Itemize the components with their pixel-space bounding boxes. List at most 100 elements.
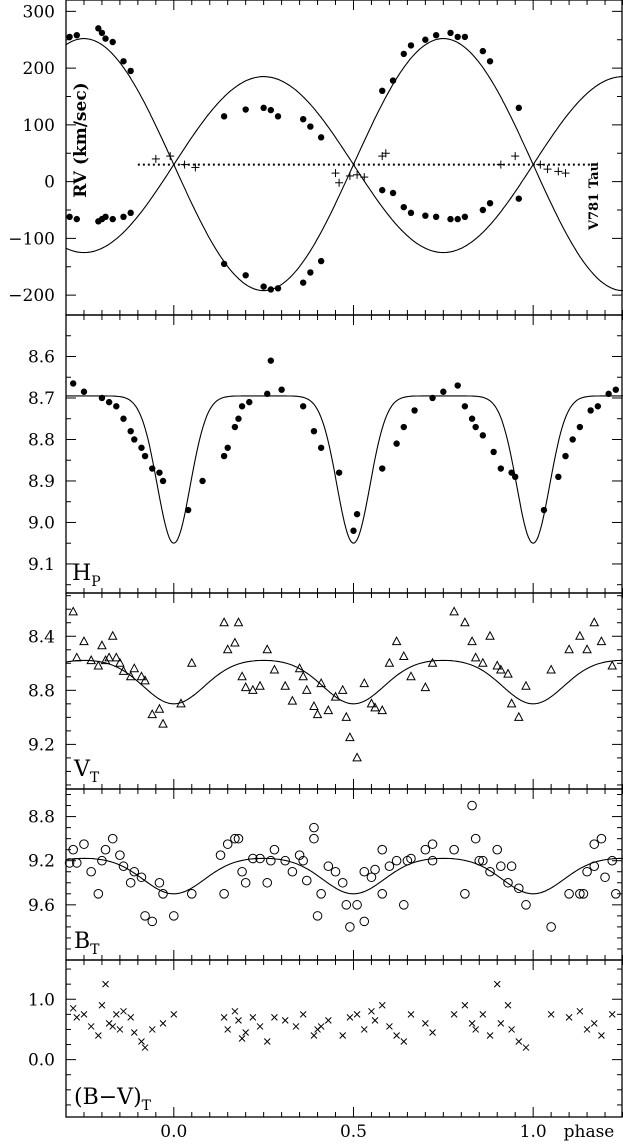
rv-point	[95, 25, 102, 32]
bv-point	[407, 1010, 415, 1018]
bv-point	[281, 1017, 289, 1024]
hp-point	[511, 473, 519, 481]
bv-point	[94, 1032, 102, 1039]
rv-point	[260, 104, 267, 112]
rv-point	[242, 106, 249, 113]
bt-point	[420, 844, 431, 855]
bt-point	[427, 855, 438, 866]
bv-point	[479, 1010, 487, 1018]
bt-point	[154, 877, 165, 888]
rv-point	[102, 213, 109, 221]
vt-model-curve	[65, 659, 623, 705]
hp-point	[400, 423, 407, 431]
hp-point	[120, 415, 127, 422]
vt-point	[136, 671, 147, 681]
vt-point	[370, 702, 380, 712]
bt-point	[391, 855, 402, 866]
y-tick-label: 0.0	[28, 1051, 55, 1071]
bt-point	[262, 877, 273, 888]
y-tick-label: 8.9	[28, 472, 55, 492]
bv-point	[565, 1014, 573, 1021]
rv-point	[422, 212, 429, 219]
y-tick-label: 8.8	[28, 808, 55, 828]
rv-point	[102, 35, 109, 42]
bv-point	[461, 1001, 469, 1009]
rv-plus-point	[381, 149, 390, 158]
panel-frame-2	[65, 314, 623, 594]
bv-point	[368, 1007, 375, 1015]
bv-point	[271, 1014, 278, 1021]
rv-point	[307, 269, 314, 276]
hp-point	[490, 448, 497, 456]
model-curves	[65, 38, 623, 895]
hp-point	[149, 465, 156, 472]
x-tick-label: 0.5	[340, 1122, 367, 1142]
bt-point	[140, 911, 150, 921]
vt-point	[337, 684, 348, 694]
bt-point	[169, 911, 179, 921]
rv-point	[127, 67, 134, 75]
hp-point	[393, 440, 400, 447]
y-tick-label: 8.6	[28, 347, 55, 367]
rv-point	[407, 42, 415, 49]
bt-point	[485, 866, 495, 877]
panel-frame-4	[65, 788, 623, 961]
vt-point	[158, 718, 168, 728]
vt-point	[467, 636, 477, 646]
y-tick-label: 9.6	[28, 896, 55, 916]
bt-point	[93, 889, 104, 899]
rv-point	[66, 213, 73, 221]
bt-point	[158, 889, 168, 899]
bv-point	[400, 1038, 408, 1045]
hp-point	[569, 436, 576, 443]
bt-point	[377, 889, 388, 899]
vt-point	[495, 664, 506, 674]
bt-point	[136, 872, 147, 883]
bt-point	[503, 877, 513, 888]
hp-point	[299, 403, 307, 410]
rv-plus-point	[335, 178, 344, 187]
rv-point	[120, 58, 127, 65]
panel-frame-1	[65, 0, 623, 316]
rv-point	[120, 213, 127, 221]
vt-point	[107, 630, 118, 640]
rv-point	[389, 77, 397, 84]
vt-point	[470, 652, 481, 662]
rv-point	[317, 134, 325, 141]
panel-frames	[65, 0, 623, 1118]
rv-point	[220, 260, 228, 268]
hp-point	[141, 452, 149, 460]
vt-point	[280, 680, 291, 690]
hp-point	[335, 469, 343, 476]
rv-point	[479, 206, 487, 214]
rv-point	[486, 199, 494, 207]
bv-point	[422, 1020, 429, 1027]
bt-point	[506, 861, 517, 872]
rv-point	[422, 36, 429, 43]
rv-plus-point	[331, 169, 340, 178]
vt-point	[607, 660, 618, 670]
rv-plus-point	[511, 152, 520, 161]
bv-point	[148, 1026, 156, 1033]
bt-point	[359, 866, 370, 877]
bv-point	[120, 1007, 127, 1015]
bt-point	[129, 866, 140, 877]
rv-point	[461, 33, 469, 41]
x-axis-label: phase	[564, 1122, 615, 1142]
bv-point	[263, 1038, 271, 1045]
bt-point	[215, 850, 226, 860]
data-points	[64, 25, 621, 1051]
bv-point	[112, 1010, 120, 1018]
bt-point	[478, 855, 488, 866]
rv-point	[515, 195, 522, 202]
bt-point	[115, 850, 125, 860]
rv-point	[267, 286, 275, 293]
hp-point	[468, 415, 476, 422]
bv-point	[598, 1032, 605, 1039]
vt-point	[366, 698, 377, 708]
bt-point	[64, 858, 75, 868]
bt-point	[521, 900, 531, 910]
vt-point	[269, 664, 280, 674]
rv-point	[461, 213, 469, 221]
vt-point	[316, 678, 326, 688]
